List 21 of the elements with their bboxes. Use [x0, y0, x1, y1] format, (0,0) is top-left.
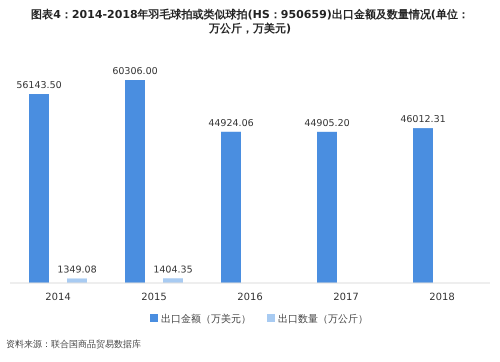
- chart-title: 图表4：2014-2018年羽毛球拍或类似球拍(HS：950659)出口金额及数量情况(单位：万公斤，万美元): [31, 8, 469, 35]
- x-tick-label: 2016: [237, 292, 263, 303]
- legend-label: 出口数量（万公斤）: [278, 313, 368, 325]
- x-tick-label: 2017: [333, 292, 359, 303]
- data-label: 46012.31: [400, 114, 446, 126]
- data-label: 44924.06: [208, 118, 254, 129]
- bar: [29, 94, 49, 283]
- data-label: 60306.00: [112, 66, 158, 77]
- text: 资料来源：联合国商品贸易数据库: [6, 339, 141, 350]
- bar: [125, 80, 145, 283]
- data-label: 1349.08: [57, 264, 97, 276]
- legend-label: 出口金额（万美元）: [161, 313, 251, 325]
- bar: [413, 128, 433, 283]
- bar: [221, 132, 241, 283]
- x-tick-label: 2018: [429, 292, 455, 303]
- data-label: 56143.50: [16, 80, 62, 92]
- bar: [317, 132, 337, 283]
- data-label: 1404.35: [153, 264, 193, 276]
- data-label: 44905.20: [304, 118, 350, 129]
- x-tick-label: 2014: [45, 292, 71, 303]
- x-tick-label: 2015: [141, 292, 167, 303]
